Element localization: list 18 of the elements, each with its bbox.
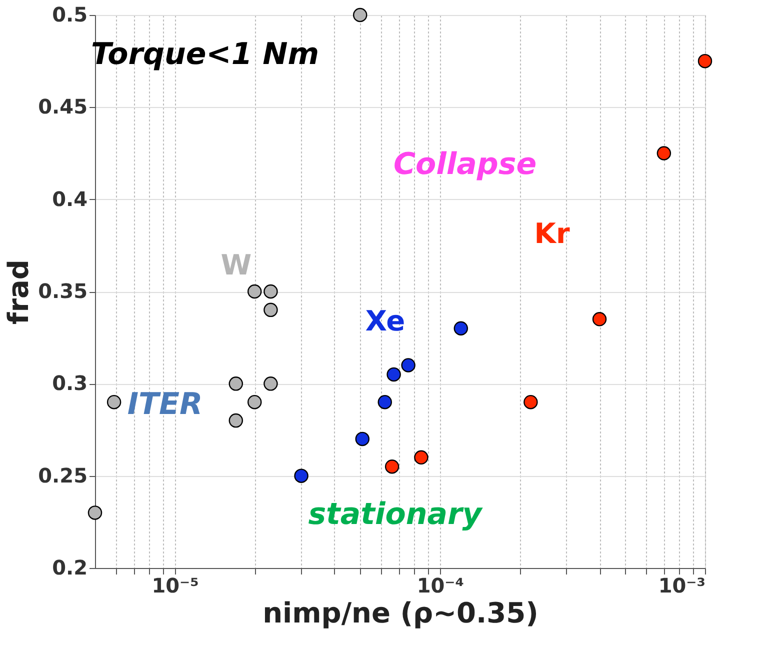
series-label: Xe	[365, 304, 406, 338]
x-tick-label: 10⁻⁴	[416, 574, 464, 598]
y-tick-label: 0.5	[52, 2, 88, 26]
y-tick-label: 0.25	[38, 463, 88, 488]
annotation: ITER	[127, 387, 203, 422]
annotation: Collapse	[393, 147, 537, 182]
y-tick-label: 0.35	[38, 279, 88, 303]
y-tick-label: 0.3	[52, 371, 88, 396]
x-tick-label: 10⁻³	[658, 574, 706, 598]
y-tick-label: 0.45	[38, 94, 88, 119]
y-tick-label: 0.4	[52, 186, 88, 211]
series-label: W	[220, 248, 252, 282]
y-tick-label: 0.2	[52, 556, 88, 580]
text: Kr	[534, 216, 570, 250]
x-axis-title: nimp/ne (ρ~0.35)	[262, 596, 538, 630]
y-axis-title: frad	[2, 260, 36, 324]
annotation: stationary	[308, 497, 484, 532]
x-tick-label: 10⁻⁵	[152, 574, 199, 598]
